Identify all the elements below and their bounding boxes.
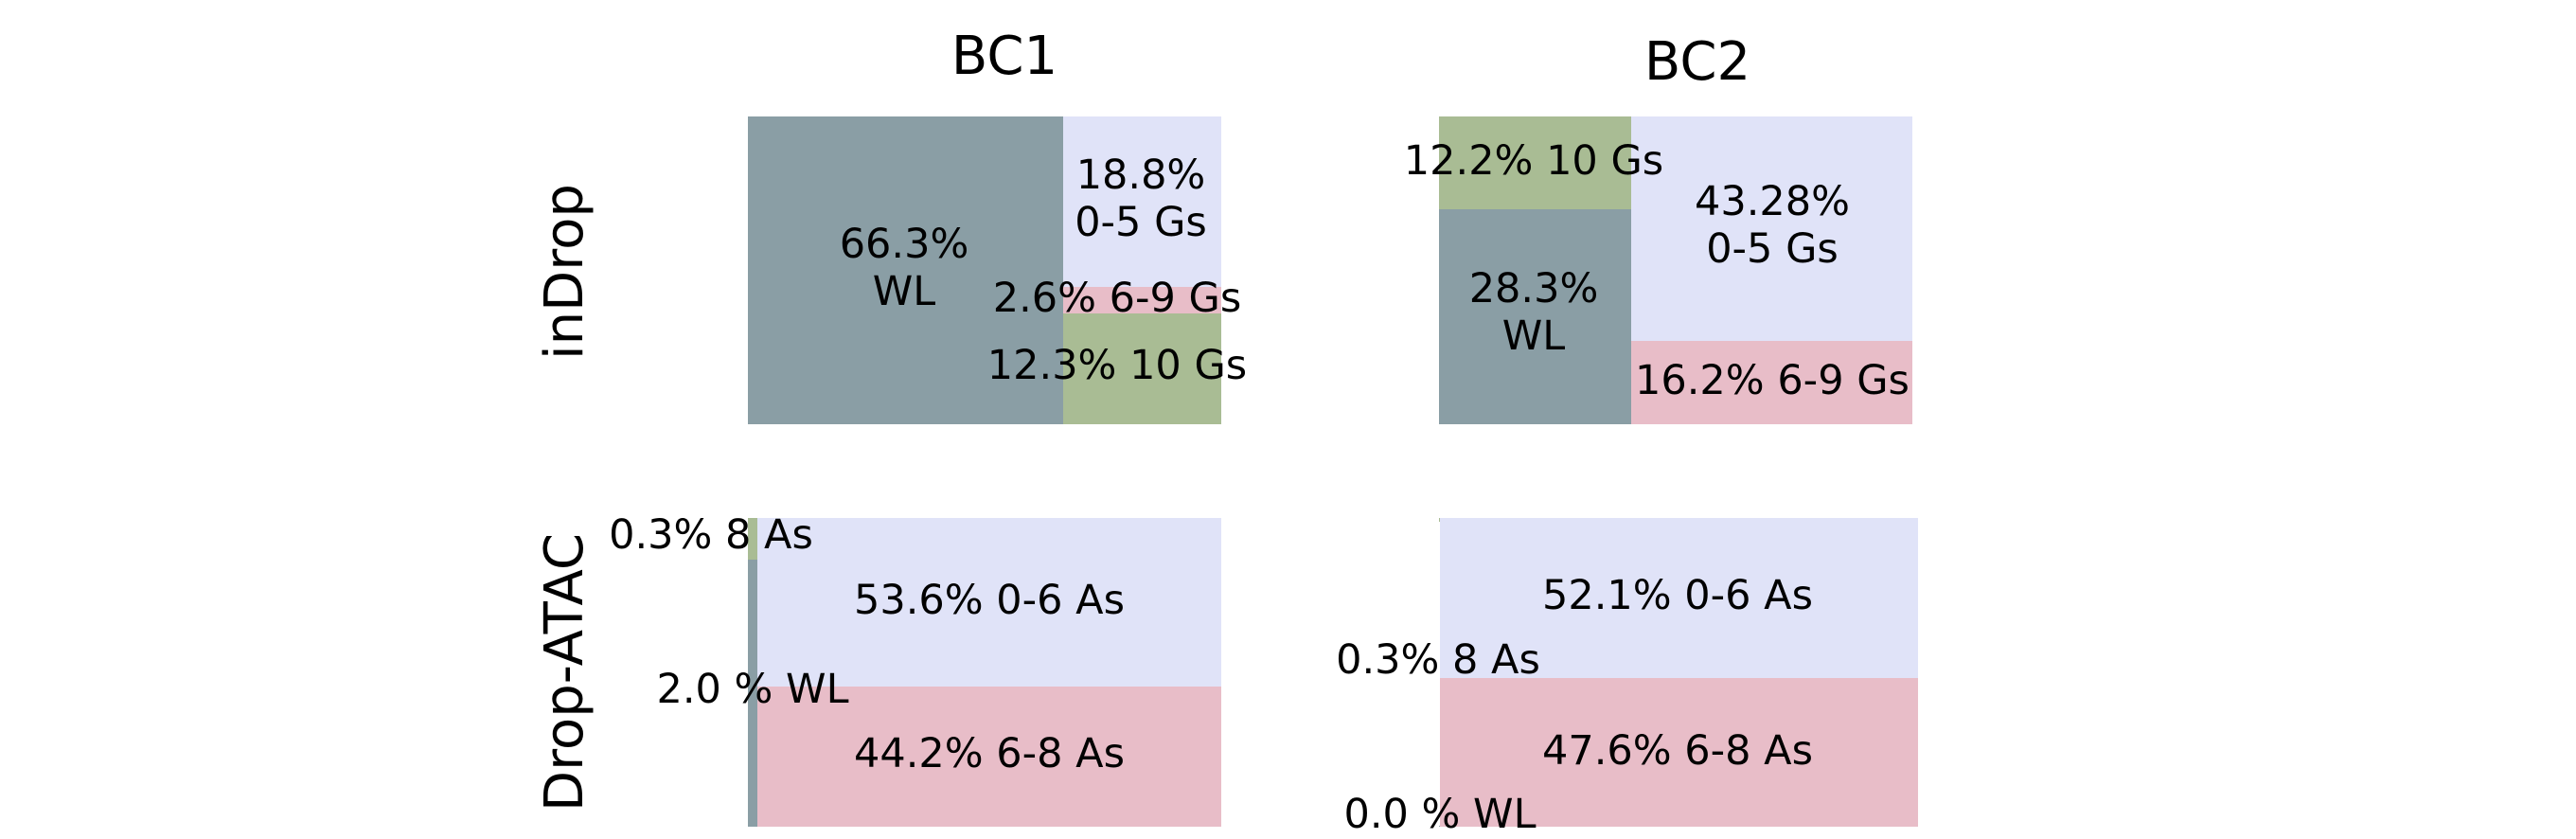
treemap-cell-wl	[748, 116, 1063, 424]
treemap-cell-label-0-6-as: 52.1% 0-6 As	[1542, 572, 1813, 619]
treemap-cell-6-9-gs	[1063, 287, 1221, 313]
treemap-cell-wl	[1439, 826, 1440, 827]
treemap-cell-0-6-as	[1440, 518, 1918, 678]
treemap-cell-label-8-as: 0.3% 8 As	[609, 511, 813, 559]
treemap-cell-label-8-as: 0.3% 8 As	[1336, 636, 1540, 684]
treemap-cell-6-9-gs	[1631, 341, 1912, 424]
treemap-cell-label-0-6-as: 53.6% 0-6 As	[854, 577, 1125, 624]
treemap-cell-6-8-as	[1440, 678, 1918, 827]
row-title-indrop: inDrop	[534, 184, 595, 360]
treemap-cell-label-6-9-gs: 2.6% 6-9 Gs	[992, 275, 1242, 322]
treemap-cell-label-0-5-gs: 43.28% 0-5 Gs	[1695, 178, 1850, 273]
treemap-cell-label-0-5-gs: 18.8% 0-5 Gs	[1075, 152, 1207, 246]
treemap-cell-label-10-gs: 12.3% 10 Gs	[986, 342, 1248, 389]
treemap-cell-label-6-8-as: 44.2% 6-8 As	[854, 730, 1125, 777]
treemap-cell-6-8-as	[757, 687, 1221, 827]
treemap-cell-wl	[748, 560, 757, 827]
treemap-cell-10-gs	[1063, 313, 1221, 424]
row-title-drop-atac: Drop-ATAC	[534, 533, 595, 812]
column-title-bc2: BC2	[1643, 31, 1751, 93]
treemap-cell-10-gs	[1439, 116, 1631, 209]
treemap-cell-label-6-8-as: 47.6% 6-8 As	[1542, 727, 1813, 775]
treemap-cell-8-as	[748, 518, 757, 560]
treemap-cell-label-wl: 66.3% WL	[839, 221, 969, 315]
treemap-cell-0-5-gs	[1063, 116, 1221, 287]
treemap-cell-label-10-gs: 12.2% 10 Gs	[1403, 137, 1664, 185]
treemap-cell-label-wl: 28.3% WL	[1468, 265, 1599, 360]
column-title-bc1: BC1	[950, 26, 1058, 87]
treemap-cell-label-wl: 2.0 % WL	[656, 666, 849, 713]
treemap-cell-wl	[1439, 209, 1631, 424]
treemap-cell-label-wl: 0.0 % WL	[1343, 791, 1537, 838]
treemap-cell-0-6-as	[757, 518, 1221, 687]
treemap-cell-0-5-gs	[1631, 116, 1912, 341]
treemap-cell-label-6-9-gs: 16.2% 6-9 Gs	[1635, 357, 1910, 404]
